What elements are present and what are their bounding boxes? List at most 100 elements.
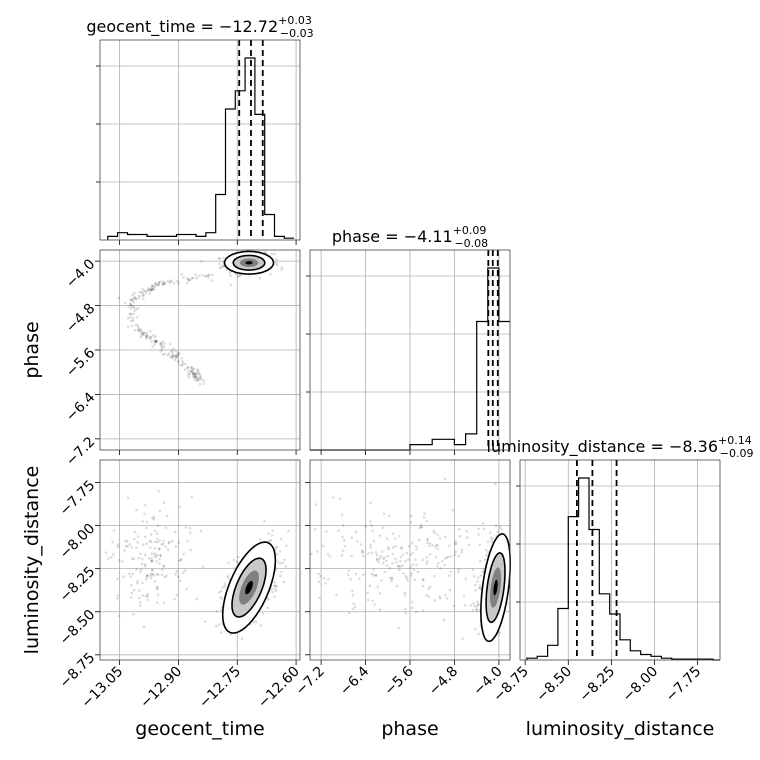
scatter-point bbox=[252, 620, 256, 624]
scatter-point bbox=[210, 273, 214, 277]
scatter-point bbox=[349, 577, 352, 581]
scatter-point bbox=[152, 517, 156, 521]
scatter-point bbox=[453, 553, 457, 556]
scatter-point bbox=[481, 570, 485, 574]
scatter-point bbox=[267, 539, 271, 543]
scatter-point bbox=[161, 280, 164, 283]
scatter-point bbox=[150, 540, 153, 544]
scatter-point bbox=[405, 576, 409, 580]
scatter-point bbox=[399, 547, 403, 550]
scatter-point bbox=[498, 631, 501, 634]
scatter-point bbox=[162, 501, 166, 505]
scatter-point bbox=[193, 376, 196, 379]
scatter-point bbox=[482, 527, 486, 530]
scatter-point bbox=[124, 301, 127, 305]
y-tick-label: −4.0 bbox=[63, 256, 98, 291]
scatter-point bbox=[186, 277, 189, 280]
scatter-point bbox=[275, 545, 279, 549]
scatter-point bbox=[271, 590, 274, 594]
scatter-point bbox=[391, 532, 395, 535]
scatter-point bbox=[453, 542, 457, 546]
scatter-point bbox=[218, 266, 222, 270]
scatter-point bbox=[142, 297, 145, 301]
scatter-point bbox=[411, 541, 414, 545]
scatter-point bbox=[175, 353, 179, 357]
scatter-point bbox=[161, 282, 164, 286]
scatter-point bbox=[475, 605, 478, 608]
scatter-point bbox=[180, 357, 184, 360]
panel-frame-2-0 bbox=[99, 459, 301, 661]
scatter-point bbox=[463, 604, 467, 607]
scatter-point bbox=[279, 574, 282, 578]
scatter-point bbox=[193, 377, 196, 381]
scatter-point bbox=[193, 375, 197, 378]
scatter-point bbox=[154, 335, 157, 338]
scatter-point bbox=[219, 631, 223, 634]
scatter-point bbox=[489, 531, 492, 534]
scatter-point bbox=[476, 580, 479, 583]
scatter-point bbox=[412, 568, 416, 572]
scatter-point bbox=[176, 355, 179, 359]
scatter-point bbox=[283, 558, 286, 562]
scatter-point bbox=[153, 554, 157, 558]
scatter-point bbox=[477, 527, 481, 531]
scatter-point bbox=[167, 352, 171, 355]
scatter-point bbox=[210, 279, 213, 282]
scatter-point bbox=[188, 279, 191, 282]
title-prefix: geocent_time = bbox=[86, 17, 219, 37]
scatter-point bbox=[158, 547, 161, 550]
scatter-point bbox=[163, 352, 166, 356]
y-tick-label: −8.00 bbox=[57, 521, 99, 563]
scatter-point bbox=[157, 283, 160, 287]
title-err-minus: −0.09 bbox=[720, 447, 754, 460]
scatter-point bbox=[150, 557, 153, 560]
scatter-point bbox=[191, 373, 195, 377]
scatter-point bbox=[425, 562, 428, 565]
scatter-point bbox=[195, 376, 198, 379]
scatter-point bbox=[167, 541, 171, 545]
scatter-point bbox=[162, 345, 166, 348]
scatter-point bbox=[147, 288, 151, 291]
scatter-point bbox=[170, 539, 174, 543]
scatter-point bbox=[385, 564, 389, 567]
scatter-point bbox=[436, 544, 440, 547]
scatter-point bbox=[401, 564, 404, 567]
scatter-point bbox=[221, 586, 224, 589]
scatter-point bbox=[129, 312, 133, 316]
scatter-point bbox=[148, 336, 152, 339]
scatter-point bbox=[472, 604, 476, 607]
scatter-point bbox=[116, 545, 120, 549]
scatter-point bbox=[457, 528, 461, 531]
scatter-point bbox=[200, 378, 203, 381]
scatter-point bbox=[270, 534, 274, 537]
scatter-point bbox=[381, 526, 385, 529]
scatter-point bbox=[221, 264, 224, 268]
scatter-point bbox=[197, 369, 200, 373]
scatter-point bbox=[322, 577, 326, 580]
scatter-point bbox=[155, 532, 159, 535]
scatter-point bbox=[477, 533, 480, 536]
scatter-point bbox=[192, 368, 195, 371]
scatter-point bbox=[149, 572, 153, 575]
scatter-point bbox=[139, 570, 142, 574]
scatter-point bbox=[151, 568, 154, 572]
scatter-point bbox=[392, 546, 395, 549]
scatter-point bbox=[132, 557, 136, 561]
scatter-point bbox=[149, 335, 153, 339]
scatter-point bbox=[226, 576, 230, 579]
scatter-point bbox=[130, 324, 134, 328]
scatter-point bbox=[124, 539, 128, 543]
scatter-point bbox=[421, 609, 425, 612]
scatter-point bbox=[146, 334, 150, 338]
scatter-point bbox=[161, 340, 165, 343]
scatter-point bbox=[428, 553, 432, 556]
scatter-point bbox=[173, 597, 176, 601]
y-tick-label: −8.25 bbox=[57, 564, 99, 606]
scatter-point bbox=[335, 593, 338, 597]
x-tick-label: −12.90 bbox=[137, 664, 185, 712]
scatter-point bbox=[347, 569, 351, 572]
scatter-point bbox=[132, 316, 135, 320]
scatter-point bbox=[177, 559, 181, 562]
scatter-point bbox=[273, 595, 276, 598]
scatter-point bbox=[198, 372, 201, 375]
